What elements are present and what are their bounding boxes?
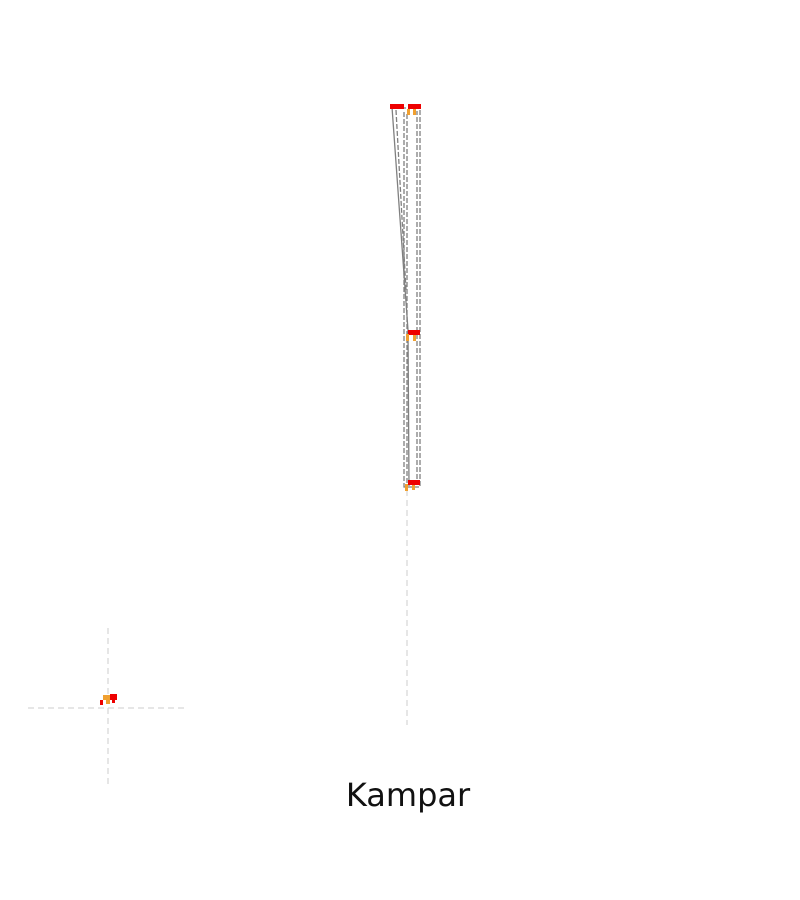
guide-lines bbox=[28, 490, 407, 788]
place-name-label: Kampar bbox=[0, 776, 800, 814]
marker-top-left[interactable] bbox=[390, 104, 404, 109]
marker-inset-red-3 bbox=[112, 699, 115, 703]
marker-top-accent-2 bbox=[413, 109, 416, 115]
marker-cluster-inset[interactable] bbox=[100, 694, 117, 705]
route-loop bbox=[392, 107, 420, 487]
marker-top-accent bbox=[407, 109, 410, 115]
marker-bottom-accent bbox=[405, 484, 408, 491]
marker-inset-orange-2 bbox=[106, 699, 110, 704]
marker-top-right[interactable] bbox=[408, 104, 421, 109]
marker-bottom[interactable] bbox=[408, 480, 420, 485]
marker-cluster-middle[interactable] bbox=[406, 330, 420, 341]
marker-inset-red-2 bbox=[100, 700, 103, 705]
marker-middle-accent bbox=[406, 334, 409, 341]
marker-middle[interactable] bbox=[408, 330, 420, 335]
marker-bottom-accent-2 bbox=[412, 485, 415, 490]
marker-middle-accent-2 bbox=[413, 335, 416, 341]
